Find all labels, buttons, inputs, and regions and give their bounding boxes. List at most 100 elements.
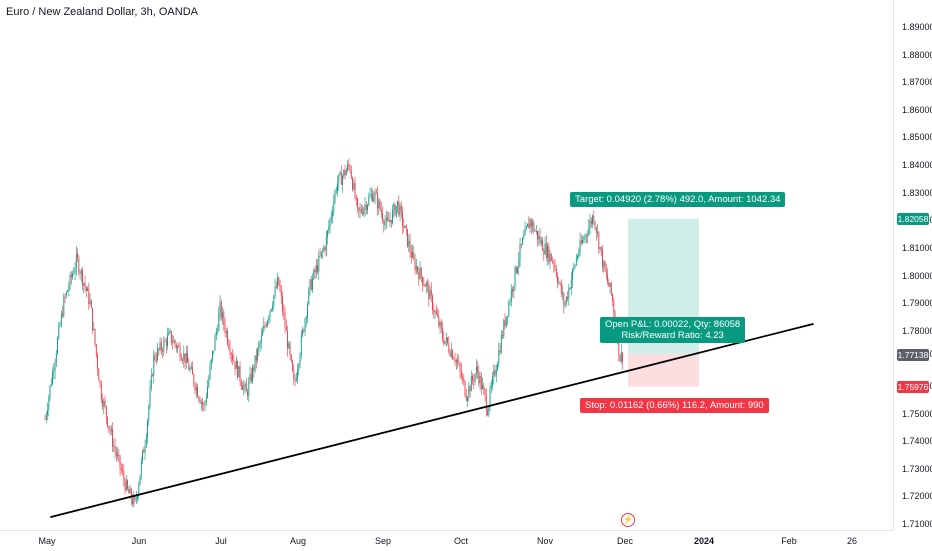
candle-body bbox=[149, 387, 151, 407]
candle-body bbox=[74, 268, 76, 274]
time-tick-label: 26 bbox=[846, 536, 858, 546]
candle-body bbox=[297, 370, 298, 379]
candle-body bbox=[605, 270, 607, 275]
candle-body bbox=[88, 288, 90, 305]
candle-body bbox=[600, 247, 602, 251]
candle-body bbox=[95, 344, 97, 355]
candle-body bbox=[512, 289, 513, 292]
candle-body bbox=[544, 243, 546, 255]
candle-body bbox=[534, 230, 536, 232]
candle-body bbox=[527, 223, 528, 227]
candle-body bbox=[583, 239, 585, 241]
candle-body bbox=[249, 373, 251, 382]
candle-body bbox=[48, 396, 50, 410]
candle-body bbox=[189, 368, 191, 371]
candle-body bbox=[560, 282, 562, 294]
candle-body bbox=[134, 496, 136, 500]
open-pnl-label[interactable]: Open P&L: 0.00022, Qty: 86058 Risk/Rewar… bbox=[600, 317, 746, 343]
candle-body bbox=[339, 172, 341, 175]
candle-body bbox=[295, 378, 297, 381]
candle-body bbox=[592, 215, 593, 224]
candle-body bbox=[469, 386, 471, 392]
candle-body bbox=[160, 342, 162, 351]
time-tick-label: Jul bbox=[215, 536, 227, 546]
candle-body bbox=[533, 222, 535, 232]
chart-plot[interactable] bbox=[0, 0, 893, 530]
time-axis[interactable]: May Jun Jul Aug Sep Oct Nov Dec 2024 Feb 26 bbox=[0, 530, 893, 551]
candle-body bbox=[488, 406, 490, 415]
candle-body bbox=[205, 397, 207, 403]
candle-body bbox=[354, 183, 356, 199]
candle-body bbox=[602, 250, 603, 268]
candle-body bbox=[462, 377, 463, 379]
candle-body bbox=[278, 277, 280, 285]
candle-body bbox=[165, 340, 167, 347]
candle-body bbox=[578, 252, 580, 256]
candle-body bbox=[597, 232, 598, 233]
candle-body bbox=[228, 343, 230, 349]
target-label[interactable]: Target: 0.04920 (2.78%) 492.0, Amount: 1… bbox=[570, 192, 786, 207]
candle-body bbox=[119, 455, 121, 468]
candle-body bbox=[68, 287, 70, 291]
candle-body bbox=[267, 320, 268, 327]
price-tick-label: 1.83000 bbox=[902, 187, 932, 198]
lightning-icon[interactable]: ⚡ bbox=[621, 513, 635, 527]
candle-body bbox=[378, 200, 380, 209]
candle-body bbox=[342, 176, 343, 185]
candle-body bbox=[310, 279, 312, 290]
price-tick-label: 1.80000 bbox=[902, 270, 932, 281]
candle-body bbox=[190, 367, 192, 369]
price-axis[interactable]: 1.89000 1.88000 1.87000 1.86000 1.85000 1.840… bbox=[893, 0, 932, 530]
candle-body bbox=[120, 467, 122, 471]
candle-body bbox=[279, 284, 281, 291]
candle-body bbox=[473, 380, 475, 382]
candle-body bbox=[307, 304, 308, 318]
candle-body bbox=[394, 204, 396, 216]
candle-body bbox=[44, 419, 46, 420]
candle-body bbox=[254, 355, 256, 371]
candle-body bbox=[162, 350, 163, 352]
candle-body bbox=[107, 416, 108, 427]
candle-body bbox=[532, 222, 533, 227]
candle-body bbox=[79, 272, 81, 274]
candle-body bbox=[242, 386, 243, 390]
candle-body bbox=[235, 361, 237, 369]
candle-body bbox=[573, 266, 575, 270]
candle-body bbox=[312, 278, 313, 290]
candle-body bbox=[599, 247, 601, 250]
candle-body bbox=[348, 164, 350, 166]
candle-body bbox=[100, 384, 102, 400]
candle-body bbox=[463, 378, 465, 382]
candle-body bbox=[455, 359, 457, 362]
candle-body bbox=[553, 261, 555, 266]
candle-body bbox=[407, 229, 408, 247]
candle-body bbox=[515, 266, 517, 273]
candle-body bbox=[145, 437, 147, 446]
candle-body bbox=[520, 243, 522, 245]
candle-body bbox=[328, 226, 330, 231]
candle-body bbox=[210, 359, 212, 367]
chart-title: Euro / New Zealand Dollar, 3h, OANDA bbox=[6, 6, 198, 18]
candle-body bbox=[542, 240, 543, 252]
candle-body bbox=[504, 320, 506, 326]
candle-body bbox=[258, 345, 260, 349]
candle-body bbox=[620, 352, 622, 362]
candle-body bbox=[430, 289, 432, 296]
candle-body bbox=[104, 400, 106, 407]
candle-body bbox=[507, 315, 508, 317]
candle-body bbox=[224, 324, 226, 333]
candle-body bbox=[618, 334, 620, 356]
time-tick-label: May bbox=[38, 536, 56, 546]
candle-body bbox=[64, 296, 66, 298]
candle-body bbox=[330, 216, 332, 219]
candle-body bbox=[275, 286, 277, 288]
candle-body bbox=[400, 205, 402, 212]
candle-body bbox=[464, 381, 466, 397]
stop-label[interactable]: Stop: 0.01162 (0.66%) 116.2, Amount: 990 bbox=[580, 398, 769, 413]
candle-body bbox=[579, 240, 581, 253]
candle-body bbox=[397, 200, 398, 207]
candle-body bbox=[214, 335, 216, 351]
candle-body bbox=[128, 488, 130, 494]
candle-body bbox=[157, 348, 158, 360]
